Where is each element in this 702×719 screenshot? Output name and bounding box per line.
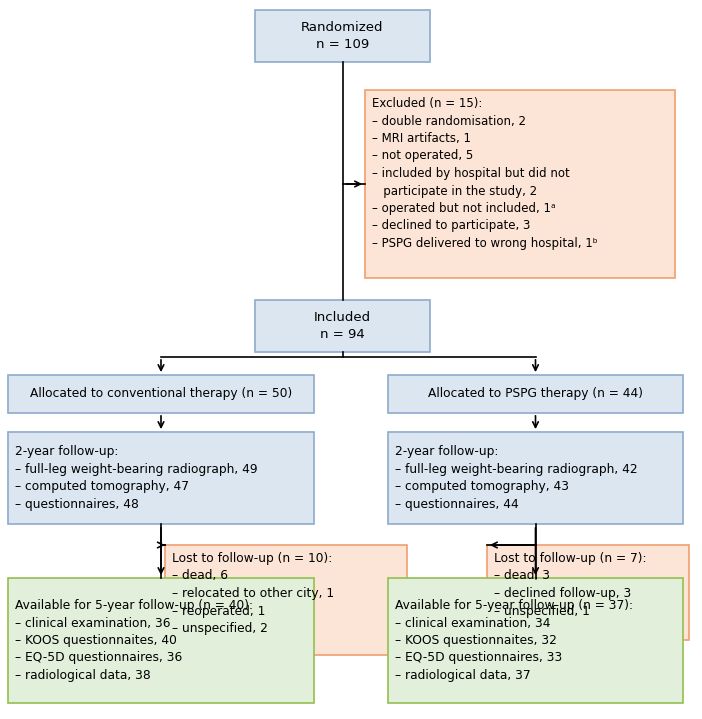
FancyBboxPatch shape	[365, 90, 675, 278]
FancyBboxPatch shape	[165, 545, 407, 655]
Text: Lost to follow-up (n = 10):
– dead, 6
– relocated to other city, 1
– reoperated,: Lost to follow-up (n = 10): – dead, 6 – …	[172, 552, 334, 635]
Text: Randomized
n = 109: Randomized n = 109	[301, 21, 384, 51]
FancyBboxPatch shape	[8, 375, 314, 413]
FancyBboxPatch shape	[487, 545, 689, 640]
FancyBboxPatch shape	[388, 578, 683, 703]
Text: Available for 5-year follow-up (n = 40):
– clinical examination, 36
– KOOS quest: Available for 5-year follow-up (n = 40):…	[15, 599, 253, 682]
FancyBboxPatch shape	[388, 432, 683, 524]
Text: 2-year follow-up:
– full-leg weight-bearing radiograph, 49
– computed tomography: 2-year follow-up: – full-leg weight-bear…	[15, 445, 258, 510]
Text: Allocated to PSPG therapy (n = 44): Allocated to PSPG therapy (n = 44)	[428, 388, 643, 400]
Text: Lost to follow-up (n = 7):
– dead, 3
– declined follow-up, 3
– unspecified, 1: Lost to follow-up (n = 7): – dead, 3 – d…	[494, 552, 647, 618]
Text: Included
n = 94: Included n = 94	[314, 311, 371, 342]
Text: 2-year follow-up:
– full-leg weight-bearing radiograph, 42
– computed tomography: 2-year follow-up: – full-leg weight-bear…	[395, 445, 637, 510]
FancyBboxPatch shape	[388, 375, 683, 413]
Text: Available for 5-year follow-up (n = 37):
– clinical examination, 34
– KOOS quest: Available for 5-year follow-up (n = 37):…	[395, 599, 633, 682]
FancyBboxPatch shape	[255, 300, 430, 352]
Text: Allocated to conventional therapy (n = 50): Allocated to conventional therapy (n = 5…	[30, 388, 292, 400]
FancyBboxPatch shape	[255, 10, 430, 62]
FancyBboxPatch shape	[8, 432, 314, 524]
Text: Excluded (n = 15):
– double randomisation, 2
– MRI artifacts, 1
– not operated, : Excluded (n = 15): – double randomisatio…	[372, 97, 597, 250]
FancyBboxPatch shape	[8, 578, 314, 703]
